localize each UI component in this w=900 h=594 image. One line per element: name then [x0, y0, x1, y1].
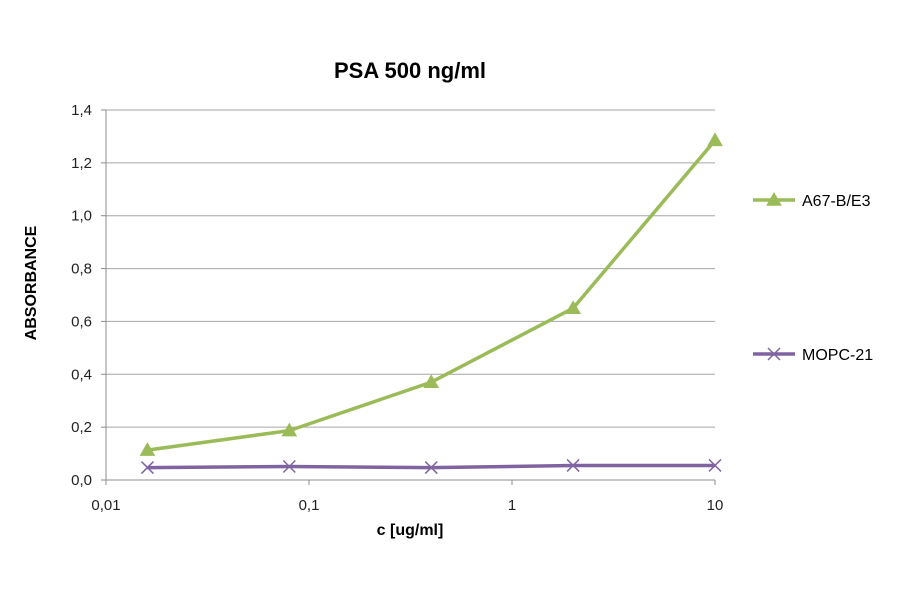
y-tick-label: 0,4	[71, 366, 92, 383]
y-tick-label: 1,2	[71, 155, 92, 172]
legend-label: MOPC-21	[802, 347, 873, 364]
gridlines	[106, 109, 715, 428]
legend-label: A67-B/E3	[802, 193, 871, 210]
y-tick-label: 0,2	[71, 419, 92, 436]
tick-labels: 0,0 0,2 0,4 0,6 0,8 1,0 1,2 1,4 0,01 0,1 1 10	[71, 102, 723, 514]
chart-title: PSA 500 ng/ml	[334, 58, 486, 83]
series-mopc-21	[140, 458, 722, 475]
series-a67-b-e3	[139, 132, 723, 456]
x-axis-label: c [ug/ml]	[377, 522, 444, 539]
data-point-x	[282, 459, 296, 474]
series-line	[147, 139, 717, 452]
data-point-triangle	[281, 422, 298, 437]
legend-item: MOPC-21	[753, 347, 873, 364]
data-point-x	[424, 461, 438, 475]
y-tick-label: 0,0	[71, 472, 92, 489]
legend: A67-B/E3 MOPC-21	[753, 191, 873, 364]
data-point-x	[566, 458, 580, 472]
data-point-triangle	[423, 374, 440, 388]
axes	[101, 109, 716, 485]
y-tick-label: 0,6	[71, 313, 92, 330]
data-point-x	[708, 458, 722, 472]
x-tick-label: 1	[508, 497, 516, 514]
x-tick-label: 10	[707, 497, 724, 514]
data-point-triangle	[139, 442, 156, 456]
x-tick-label: 0,1	[299, 497, 320, 514]
data-point-triangle	[565, 300, 581, 314]
data-point-x	[140, 461, 154, 475]
y-tick-label: 0,8	[71, 261, 92, 278]
y-tick-label: 1,4	[71, 102, 92, 119]
y-axis-label: ABSORBANCE	[23, 225, 40, 340]
x-tick-label: 0,01	[91, 497, 120, 514]
data-point-triangle	[707, 132, 723, 147]
data-point-x	[767, 347, 781, 361]
data-point-triangle	[766, 191, 782, 206]
y-tick-label: 1,0	[71, 208, 92, 225]
legend-item: A67-B/E3	[753, 191, 871, 210]
series-lines	[139, 132, 723, 475]
